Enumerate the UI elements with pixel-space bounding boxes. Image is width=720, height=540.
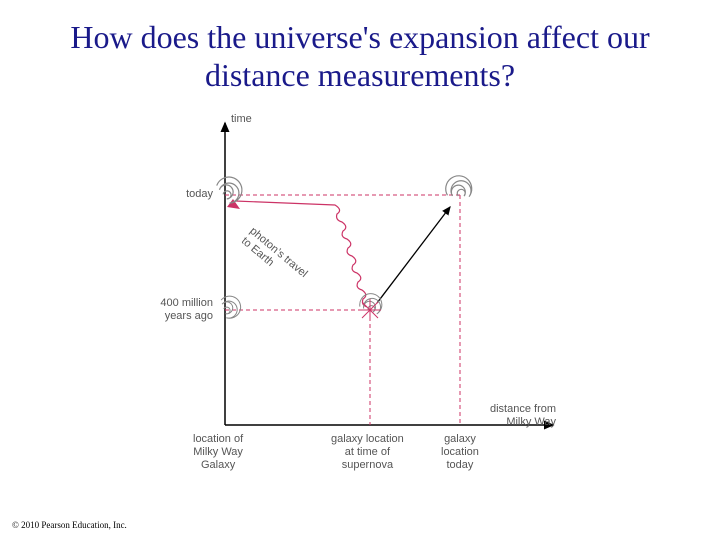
label-galaxy-today: galaxy location today (441, 433, 479, 473)
copyright-text: © 2010 Pearson Education, Inc. (12, 520, 127, 530)
supernova-icon (359, 299, 381, 321)
label-xaxis: distance from Milky Way (490, 403, 556, 429)
expansion-arrow (377, 207, 450, 303)
label-sn: galaxy location at time of supernova (331, 433, 404, 473)
label-mw: location of Milky Way Galaxy (193, 433, 243, 473)
label-today: today (186, 188, 213, 201)
label-past: 400 million years ago (160, 297, 213, 323)
page-title: How does the universe's expansion affect… (0, 0, 720, 95)
spacetime-diagram: time today 400 million years ago photon’… (145, 115, 575, 485)
label-time: time (231, 113, 252, 126)
galaxy-distant-today (441, 171, 476, 206)
galaxy-sn-past (358, 292, 383, 317)
galaxy-mw-past (215, 292, 246, 322)
